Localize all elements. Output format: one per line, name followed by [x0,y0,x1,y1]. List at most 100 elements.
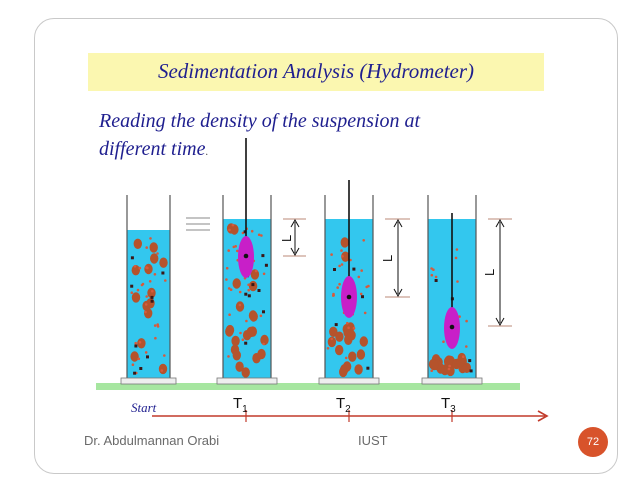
suspension-particles [326,237,370,378]
cylinder-t3: L [421,195,512,385]
particle [137,338,146,349]
t1-label: T1 [233,395,248,415]
particle [236,249,239,253]
particle [254,269,258,273]
particle [262,272,266,276]
particle [333,268,336,271]
arrow-heads [290,218,300,257]
footer-institution: IUST [358,433,388,448]
particle [133,371,137,375]
particle [231,223,235,227]
suspension-particles [130,237,168,375]
cylinder-foot [421,377,483,385]
timeline-arrowhead [537,410,549,422]
particle [149,237,152,240]
subtitle-line-1: Reading the density of the suspension at [99,110,421,132]
particle [235,361,244,372]
dimension-label-l: L [380,255,395,262]
particle [362,239,366,242]
particle [347,330,356,341]
particle [465,319,468,323]
particle [140,283,144,287]
particle [360,269,364,272]
particle [225,266,229,270]
particle [144,303,148,306]
particle [259,314,263,318]
particle [344,356,348,360]
particle [468,359,472,363]
particle [363,311,367,315]
particle [137,357,141,361]
base-strip [96,383,520,390]
subtitle-line-2: different time [99,138,206,160]
particle [144,351,148,354]
particle [340,237,349,248]
particle [442,340,445,344]
particle [228,313,231,317]
particle [340,249,343,252]
particle [150,253,159,264]
particle [227,287,231,290]
particle [326,347,330,350]
particle [339,366,348,378]
particle [149,242,158,253]
particle [145,246,148,249]
particle [247,294,251,298]
cylinder-foot [216,377,278,385]
particle [349,258,352,262]
particle [340,263,344,266]
particle [458,315,461,318]
particle [330,337,334,341]
particle [158,363,168,375]
particle [235,301,245,312]
particle [359,292,363,296]
particle [327,336,337,348]
particle [131,265,140,276]
particle [153,273,157,276]
particle [357,275,361,279]
particle [257,289,261,292]
particle [455,248,459,251]
hydrometer-center [346,294,352,300]
particle [146,355,149,359]
particle [150,299,154,303]
cylinder-start [120,195,177,385]
particle [227,355,230,358]
particle [138,341,142,344]
cylinder-foot [318,377,380,385]
particle [352,267,356,271]
particle [131,363,135,367]
particle [243,230,247,234]
particle [145,295,148,298]
particle [434,275,438,279]
particle [430,369,434,373]
particle [446,365,455,377]
footer-author: Dr. Abdulmannan Orabi [84,433,220,448]
particle [335,344,344,356]
particle [356,349,366,360]
particle [244,292,248,296]
particle [246,326,255,338]
particle [257,233,261,237]
particle [261,254,265,258]
hydrometer-center [449,324,455,330]
particle [146,266,149,270]
particle [443,356,453,367]
particle [454,256,458,260]
particle [461,355,465,359]
particle [262,342,265,346]
particle [232,245,236,249]
particle [232,350,241,361]
particle [231,335,240,347]
particle [348,351,357,362]
particle [225,326,234,337]
particle [346,321,349,325]
particle [367,284,370,288]
particle [247,288,250,292]
particle [335,331,344,342]
particle [238,290,242,294]
particle [138,266,142,270]
particle [245,319,248,323]
particle [228,228,231,232]
particle [232,278,241,289]
